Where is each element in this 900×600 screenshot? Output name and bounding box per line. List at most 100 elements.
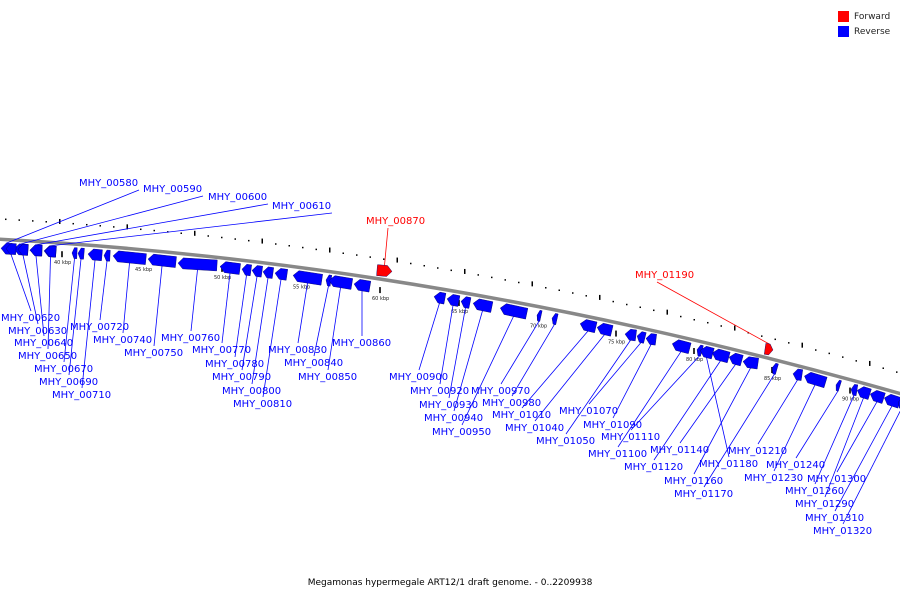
gene-label-mhy-00900[interactable]: MHY_00900 <box>389 372 448 383</box>
gene-arrow-mhy-01140[interactable] <box>728 352 744 367</box>
gene-label-mhy-00930[interactable]: MHY_00930 <box>419 400 478 411</box>
gene-arrow-mhy-00740[interactable] <box>112 250 147 265</box>
gene-label-mhy-01300[interactable]: MHY_01300 <box>807 474 866 485</box>
gene-label-mhy-01110[interactable]: MHY_01110 <box>601 432 660 443</box>
gene-label-mhy-00800[interactable]: MHY_00800 <box>222 386 281 397</box>
gene-arrow-mhy-01010[interactable] <box>579 318 598 333</box>
gene-arrow-mhy-01160[interactable] <box>742 356 759 370</box>
gene-label-mhy-00950[interactable]: MHY_00950 <box>432 427 491 438</box>
gene-arrow-mhy-00750[interactable] <box>147 253 177 268</box>
gene-arrow-mhy-00860[interactable] <box>353 279 372 293</box>
gene-label-mhy-00770[interactable]: MHY_00770 <box>192 345 251 356</box>
gene-label-mhy-00750[interactable]: MHY_00750 <box>124 348 183 359</box>
gene-arrow-mhy-01310[interactable] <box>883 393 900 409</box>
gene-label-mhy-01170[interactable]: MHY_01170 <box>674 489 733 500</box>
gene-arrow-mhy-00780[interactable] <box>241 264 252 277</box>
gene-label-mhy-00710[interactable]: MHY_00710 <box>52 390 111 401</box>
gene-label-mhy-01010[interactable]: MHY_01010 <box>492 410 551 421</box>
gene-label-mhy-01050[interactable]: MHY_01050 <box>536 436 595 447</box>
gene-arrow-mhy-01180[interactable] <box>699 345 715 360</box>
gene-label-mhy-00830[interactable]: MHY_00830 <box>268 345 327 356</box>
gene-arrow-mhy-00630[interactable] <box>17 243 29 256</box>
gene-arrow-mhy-00840[interactable] <box>325 274 333 287</box>
gene-arrow-mhy-00930[interactable] <box>460 296 472 309</box>
gene-label-mhy-01160[interactable]: MHY_01160 <box>664 476 723 487</box>
gene-label-mhy-00640[interactable]: MHY_00640 <box>14 338 73 349</box>
gene-label-mhy-00870[interactable]: MHY_00870 <box>366 216 425 227</box>
gene-label-mhy-00650[interactable]: MHY_00650 <box>18 351 77 362</box>
gene-label-mhy-01180[interactable]: MHY_01180 <box>699 459 758 470</box>
gene-label-mhy-00920[interactable]: MHY_00920 <box>410 386 469 397</box>
gene-arrow-mhy-01190[interactable] <box>764 343 774 356</box>
gene-arrow-mhy-01260[interactable] <box>850 384 859 396</box>
gene-label-mhy-00840[interactable]: MHY_00840 <box>284 358 343 369</box>
gene-arrow-mhy-00760[interactable] <box>177 257 218 272</box>
gene-label-mhy-00720[interactable]: MHY_00720 <box>70 322 129 333</box>
gene-label-mhy-00670[interactable]: MHY_00670 <box>34 364 93 375</box>
gene-arrow-mhy-00810[interactable] <box>274 268 288 281</box>
gene-label-mhy-01210[interactable]: MHY_01210 <box>728 446 787 457</box>
gene-label-mhy-00740[interactable]: MHY_00740 <box>93 335 152 346</box>
gene-label-mhy-00810[interactable]: MHY_00810 <box>233 399 292 410</box>
gene-arrow-mhy-00640[interactable] <box>29 244 43 257</box>
gene-label-mhy-00580[interactable]: MHY_00580 <box>79 178 138 189</box>
gene-label-mhy-01290[interactable]: MHY_01290 <box>795 499 854 510</box>
gene-arrow-mhy-00710[interactable] <box>87 248 103 261</box>
gene-arrow-mhy-01210[interactable] <box>792 368 803 381</box>
gene-label-mhy-00970[interactable]: MHY_00970 <box>471 386 530 397</box>
gene-arrow-mhy-00800[interactable] <box>262 266 274 279</box>
gene-label-mhy-00940[interactable]: MHY_00940 <box>424 413 483 424</box>
gene-arrow-mhy-00790[interactable] <box>251 265 263 278</box>
gene-arrow-mhy-00620[interactable] <box>5 243 17 255</box>
gene-arrow-mhy-01320[interactable] <box>896 397 900 410</box>
gene-arrow-mhy-01170[interactable] <box>771 362 779 375</box>
gene-label-mhy-01040[interactable]: MHY_01040 <box>505 423 564 434</box>
gene-label-mhy-00690[interactable]: MHY_00690 <box>39 377 98 388</box>
gene-label-mhy-01260[interactable]: MHY_01260 <box>785 486 844 497</box>
gene-label-mhy-00760[interactable]: MHY_00760 <box>161 333 220 344</box>
gene-label-mhy-00620[interactable]: MHY_00620 <box>1 313 60 324</box>
gene-arrow-mhy-01040[interactable] <box>596 322 614 337</box>
gene-arrow-mhy-00850[interactable] <box>328 275 353 290</box>
gene-label-mhy-01230[interactable]: MHY_01230 <box>744 473 803 484</box>
gene-arrow-mhy-01290[interactable] <box>856 385 872 400</box>
gene-arrow-mhy-00770[interactable] <box>219 261 241 275</box>
gene-label-mhy-00790[interactable]: MHY_00790 <box>212 372 271 383</box>
gene-arrow-mhy-01120[interactable] <box>711 348 731 364</box>
gene-arrow-mhy-00980[interactable] <box>551 313 559 325</box>
gene-label-mhy-00630[interactable]: MHY_00630 <box>8 326 67 337</box>
gene-arrow-mhy-00970[interactable] <box>536 310 543 322</box>
gene-label-mhy-01310[interactable]: MHY_01310 <box>805 513 864 524</box>
gene-label-mhy-01240[interactable]: MHY_01240 <box>766 460 825 471</box>
gene-label-mhy-01320[interactable]: MHY_01320 <box>813 526 872 537</box>
gene-arrow-mhy-00870[interactable] <box>376 264 393 277</box>
gene-label-mhy-00590[interactable]: MHY_00590 <box>143 184 202 195</box>
gene-label-mhy-00860[interactable]: MHY_00860 <box>332 338 391 349</box>
gene-label-mhy-00610[interactable]: MHY_00610 <box>272 201 331 212</box>
gene-label-mhy-01120[interactable]: MHY_01120 <box>624 462 683 473</box>
gene-arrow-mhy-00670[interactable] <box>71 247 78 259</box>
gene-label-mhy-00780[interactable]: MHY_00780 <box>205 359 264 370</box>
gene-arrow-mhy-01240[interactable] <box>834 379 842 392</box>
gene-label-mhy-01090[interactable]: MHY_01090 <box>583 420 642 431</box>
gene-label-mhy-01100[interactable]: MHY_01100 <box>588 449 647 460</box>
gene-arrow-mhy-00650[interactable] <box>44 245 57 258</box>
gene-arrow-mhy-01100[interactable] <box>671 338 692 354</box>
gene-label-mhy-00850[interactable]: MHY_00850 <box>298 372 357 383</box>
gene-arrow-mhy-00720[interactable] <box>103 249 111 262</box>
gene-label-mhy-01070[interactable]: MHY_01070 <box>559 406 618 417</box>
gene-label-mhy-00600[interactable]: MHY_00600 <box>208 192 267 203</box>
gene-arrow-mhy-01050[interactable] <box>624 329 637 342</box>
gene-label-mhy-01140[interactable]: MHY_01140 <box>650 445 709 456</box>
gene-arrow-mhy-00830[interactable] <box>292 270 323 286</box>
gene-label-mhy-01190[interactable]: MHY_01190 <box>635 270 694 281</box>
gene-arrow-mhy-00920[interactable] <box>446 293 461 307</box>
gene-arrow-mhy-00900[interactable] <box>433 291 447 305</box>
gene-arrow-mhy-01070[interactable] <box>636 331 647 344</box>
gene-arrow-mhy-00950[interactable] <box>499 303 529 320</box>
gene-arrow-mhy-00690[interactable] <box>77 247 85 260</box>
gene-arrow-mhy-01300[interactable] <box>869 389 886 404</box>
gene-label-mhy-00980[interactable]: MHY_00980 <box>482 398 541 409</box>
gene-arrow-mhy-00940[interactable] <box>472 298 494 313</box>
gene-arrow-mhy-01230[interactable] <box>803 371 828 388</box>
